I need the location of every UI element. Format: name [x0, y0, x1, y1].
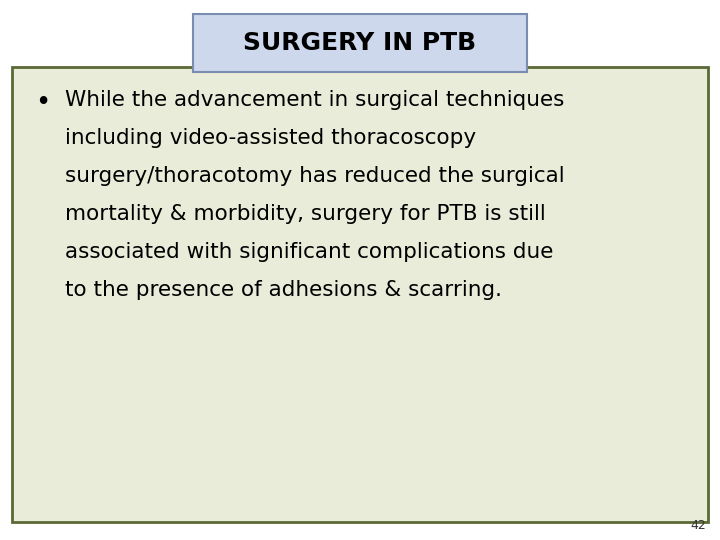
Text: SURGERY IN PTB: SURGERY IN PTB	[243, 31, 477, 55]
FancyBboxPatch shape	[12, 67, 708, 522]
FancyBboxPatch shape	[193, 14, 527, 72]
Text: While the advancement in surgical techniques: While the advancement in surgical techni…	[65, 90, 564, 110]
Text: •: •	[35, 90, 50, 116]
Text: including video-assisted thoracoscopy: including video-assisted thoracoscopy	[65, 128, 476, 148]
Text: to the presence of adhesions & scarring.: to the presence of adhesions & scarring.	[65, 280, 502, 300]
Text: associated with significant complications due: associated with significant complication…	[65, 242, 554, 262]
Text: 42: 42	[690, 519, 706, 532]
Text: surgery/thoracotomy has reduced the surgical: surgery/thoracotomy has reduced the surg…	[65, 166, 564, 186]
Text: mortality & morbidity, surgery for PTB is still: mortality & morbidity, surgery for PTB i…	[65, 204, 546, 224]
